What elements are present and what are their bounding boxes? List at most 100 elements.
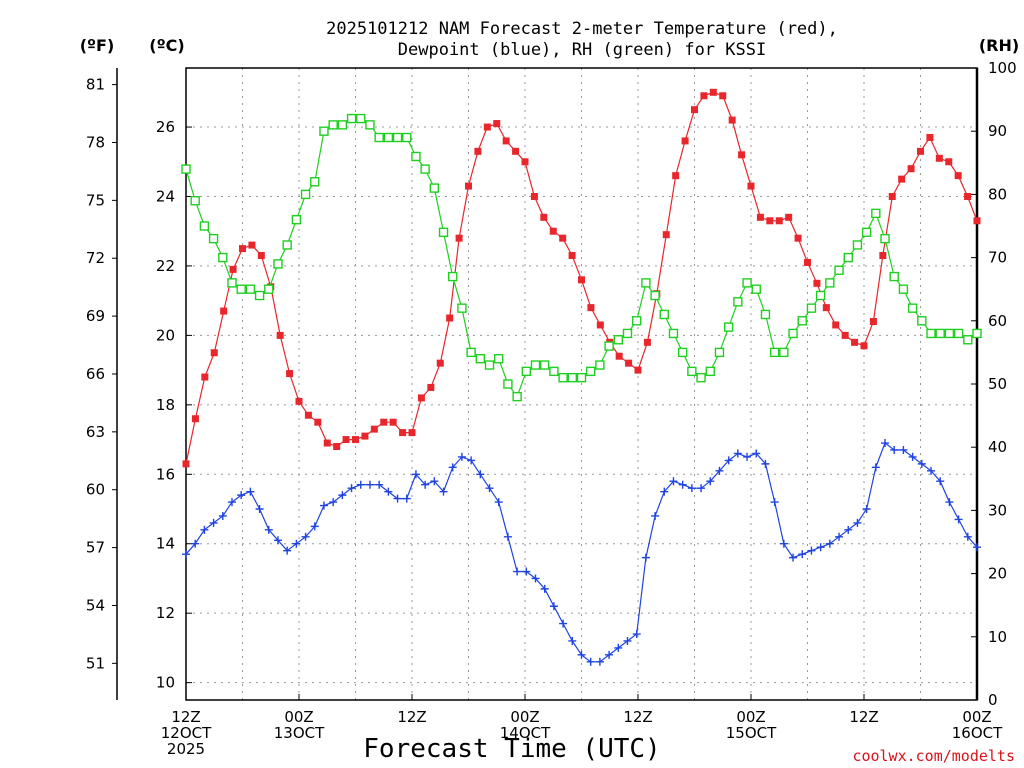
rh-point bbox=[806, 303, 817, 313]
rh-point bbox=[448, 271, 458, 282]
rh-point bbox=[935, 328, 945, 339]
2-meter-temperature-point bbox=[756, 213, 764, 221]
rh-point bbox=[622, 328, 633, 339]
rh-point bbox=[641, 278, 651, 288]
2-meter-temperature-point bbox=[493, 120, 501, 128]
rh-point bbox=[972, 328, 982, 339]
2-meter-temperature-point bbox=[860, 342, 868, 350]
2-meter-temperature-point bbox=[417, 394, 425, 402]
rh-point bbox=[521, 366, 532, 377]
2-meter-temperature-point bbox=[841, 331, 849, 339]
dewpoint-point bbox=[752, 449, 761, 458]
2-meter-temperature-point bbox=[738, 151, 746, 159]
dewpoint-point bbox=[338, 491, 347, 500]
rh-point bbox=[236, 284, 246, 294]
2-meter-temperature-point bbox=[813, 279, 821, 287]
2-meter-temperature-point bbox=[973, 217, 981, 225]
2-meter-temperature-point bbox=[286, 370, 294, 378]
rh-point bbox=[411, 151, 421, 162]
dewpoint-point bbox=[347, 484, 356, 493]
rh-point bbox=[328, 120, 338, 130]
rh-point bbox=[457, 303, 467, 313]
dewpoint-point bbox=[255, 505, 264, 514]
dewpoint-point bbox=[917, 459, 926, 468]
fahrenheit-unit-label: (ºF) bbox=[80, 36, 115, 55]
rh-point bbox=[852, 240, 863, 250]
x-tick-label: 16OCT bbox=[952, 724, 1003, 742]
rh-tick-label: 0 bbox=[988, 691, 998, 709]
rh-tick-label: 70 bbox=[988, 249, 1007, 267]
dewpoint-point bbox=[485, 484, 494, 493]
2-meter-temperature-point bbox=[926, 133, 934, 141]
dewpoint-point bbox=[494, 498, 503, 507]
2-meter-temperature-point bbox=[954, 172, 962, 180]
2-meter-temperature-point bbox=[917, 147, 924, 155]
dewpoint-point bbox=[651, 511, 660, 520]
credit-text: coolwx.com/modelts bbox=[852, 747, 1015, 765]
rh-point bbox=[199, 221, 210, 231]
2-meter-temperature-point bbox=[568, 252, 576, 260]
2-meter-temperature-point bbox=[935, 154, 943, 162]
dewpoint-point bbox=[522, 567, 531, 576]
rh-point bbox=[466, 347, 476, 358]
2-meter-temperature-point bbox=[342, 436, 350, 444]
rh-point bbox=[356, 113, 366, 124]
rh-point bbox=[898, 284, 909, 294]
dewpoint-point bbox=[559, 619, 568, 628]
dewpoint-point bbox=[660, 487, 669, 496]
dewpoint-point bbox=[641, 553, 650, 562]
rh-point bbox=[346, 113, 357, 124]
rh-point bbox=[696, 372, 706, 383]
dewpoint-point bbox=[246, 487, 255, 496]
rh-point bbox=[769, 347, 780, 358]
rh-point bbox=[273, 259, 283, 269]
rh-point bbox=[585, 366, 596, 377]
dewpoint-point bbox=[540, 584, 549, 593]
celsius-unit-label: (ºC) bbox=[149, 36, 184, 55]
2-meter-temperature-point bbox=[832, 321, 840, 329]
rh-point bbox=[190, 196, 200, 206]
dewpoint-point bbox=[365, 480, 374, 489]
rh-point bbox=[797, 316, 807, 326]
rh-point bbox=[963, 335, 973, 345]
dewpoint-point bbox=[264, 525, 273, 534]
rh-point bbox=[503, 379, 513, 389]
2-meter-temperature-point bbox=[794, 234, 802, 242]
2-meter-temperature-point bbox=[465, 182, 472, 190]
2-meter-temperature-point bbox=[634, 366, 642, 374]
rh-point bbox=[825, 278, 835, 288]
rh-point bbox=[300, 189, 311, 200]
rh-point bbox=[677, 347, 688, 358]
dewpoint-point bbox=[669, 477, 678, 486]
2-meter-temperature-point bbox=[766, 217, 774, 225]
x-tick-label: 12Z bbox=[171, 708, 200, 726]
fahrenheit-tick-label: 66 bbox=[86, 365, 105, 383]
2-meter-temperature-point bbox=[427, 383, 435, 391]
dewpoint-point bbox=[467, 456, 476, 465]
rh-point bbox=[917, 316, 927, 326]
dewpoint-point bbox=[687, 484, 696, 493]
dewpoint-point bbox=[237, 491, 246, 500]
2-meter-temperature-point bbox=[380, 418, 388, 426]
x-tick-label: 13OCT bbox=[274, 724, 325, 742]
dewpoint-point bbox=[954, 515, 963, 524]
x-tick-label: 00Z bbox=[962, 708, 991, 726]
dewpoint-point bbox=[890, 445, 899, 454]
rh-point bbox=[723, 322, 734, 332]
celsius-tick-label: 16 bbox=[156, 465, 175, 483]
rh-point bbox=[788, 328, 798, 339]
rh-point bbox=[245, 284, 256, 294]
rh-point bbox=[907, 303, 918, 313]
dewpoint-point bbox=[706, 477, 715, 486]
dewpoint-point bbox=[798, 550, 807, 559]
2-meter-temperature-point bbox=[719, 92, 727, 100]
2-meter-temperature-point bbox=[210, 349, 218, 357]
x-axis-title: Forecast Time (UTC) bbox=[363, 734, 660, 764]
dewpoint-point bbox=[807, 546, 816, 555]
rh-tick-label: 60 bbox=[988, 312, 1007, 330]
dewpoint-point bbox=[375, 480, 384, 489]
x-tick-label: 14OCT bbox=[500, 724, 551, 742]
dewpoint-point bbox=[476, 470, 485, 479]
rh-point bbox=[843, 252, 853, 263]
2-meter-temperature-point bbox=[257, 252, 265, 260]
